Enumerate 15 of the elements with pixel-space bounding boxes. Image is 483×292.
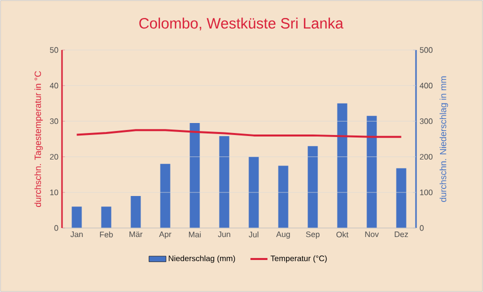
bar [219, 136, 230, 228]
bar [308, 146, 318, 228]
bar [130, 196, 141, 228]
chart-title: Colombo, Westküste Sri Lanka [139, 18, 344, 30]
bar [366, 116, 377, 228]
bar [396, 168, 406, 228]
y2-axis-title: durchschn. Niederschlag in mm [440, 76, 448, 202]
bar [72, 206, 82, 228]
bar [278, 166, 288, 228]
bar [337, 103, 348, 228]
bar [248, 156, 259, 228]
bar [160, 164, 170, 228]
bar [190, 122, 200, 228]
y-axis-title: durchschn. Tagestemperatur in °C [34, 71, 43, 207]
bar [101, 206, 112, 228]
